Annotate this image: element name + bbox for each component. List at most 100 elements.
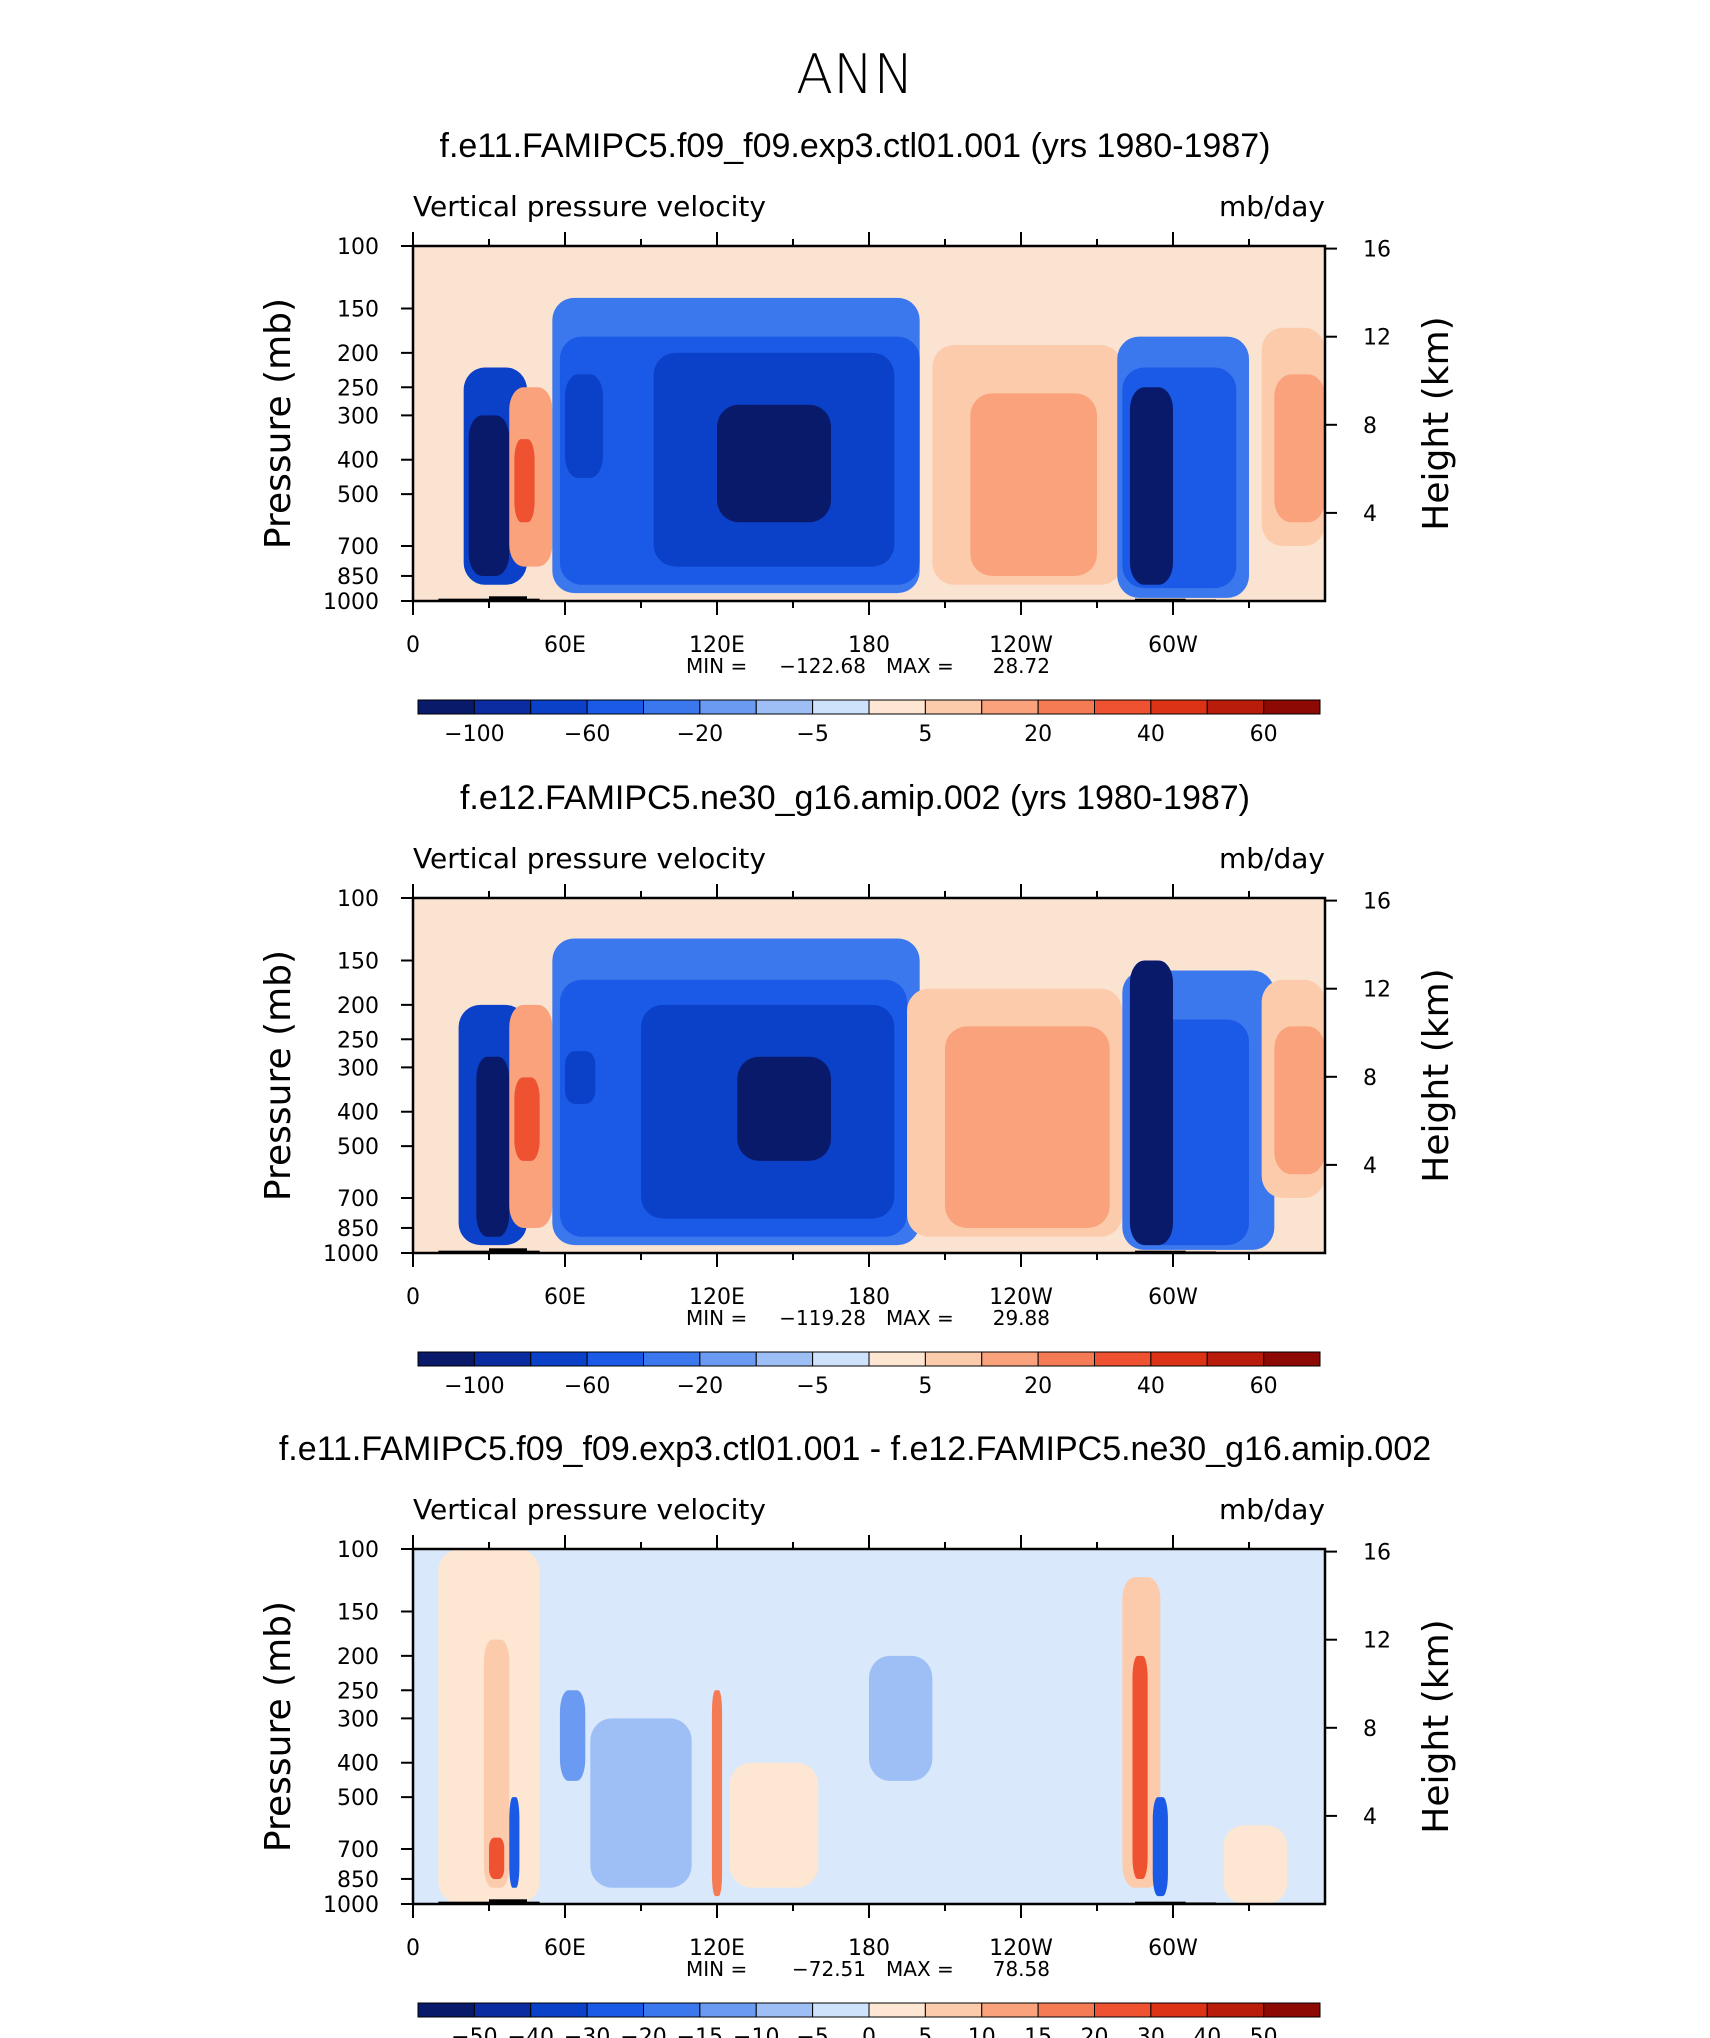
y-tick-label: 300 [337, 1707, 379, 1732]
contour-region [590, 1718, 692, 1888]
x-tick-label: 60W [1148, 633, 1198, 658]
colorbar-label: 30 [1137, 2025, 1165, 2038]
variable-name: Vertical pressure velocity [413, 842, 766, 875]
min-value: −119.28 [779, 1306, 866, 1330]
x-tick-label: 120W [989, 1285, 1053, 1310]
contour-region [1274, 1026, 1325, 1175]
y-tick-label: 150 [337, 298, 379, 323]
colorbar-label: 5 [918, 2025, 932, 2038]
variable-name: Vertical pressure velocity [413, 1493, 766, 1526]
colorbar-box [473, 1351, 532, 1367]
y2-tick-label: 8 [1363, 1066, 1377, 1091]
x-tick-label: 120W [989, 1936, 1053, 1961]
colorbar-box [1094, 2002, 1152, 2018]
units-label: mb/day [1219, 190, 1325, 223]
colorbar-box [1150, 699, 1208, 715]
variable-name: Vertical pressure velocity [413, 190, 766, 223]
contour-region [737, 1056, 831, 1161]
contour-region [1129, 387, 1173, 585]
y-tick-label: 300 [337, 404, 379, 429]
y2-axis-label: Height (km) [1416, 316, 1457, 530]
colorbar-box [1037, 699, 1095, 715]
min-label: MIN = [686, 1957, 747, 1981]
colorbar-box [1206, 1351, 1265, 1367]
max-label: MAX = [886, 654, 954, 678]
colorbar-box [924, 2002, 983, 2018]
y-tick-label: 500 [337, 483, 379, 508]
min-label: MIN = [686, 654, 747, 678]
y-tick-label: 1000 [323, 590, 379, 615]
colorbar-label: 20 [1024, 1374, 1052, 1399]
contour-region [945, 1026, 1110, 1228]
y2-tick-label: 4 [1363, 1154, 1377, 1179]
colorbar-label: −40 [508, 2025, 554, 2038]
panel-title: f.e11.FAMIPC5.f09_f09.exp3.ctl01.001 - f… [279, 1430, 1431, 1468]
contour-region [565, 1051, 596, 1104]
y-tick-label: 100 [337, 1538, 379, 1563]
contour-region [1152, 1797, 1168, 1897]
colorbar-label: 60 [1250, 1374, 1278, 1399]
x-tick-label: 0 [406, 633, 420, 658]
contour-region [489, 1837, 505, 1879]
colorbar-box [1150, 2002, 1208, 2018]
x-tick-label: 60E [544, 633, 586, 658]
contour-region [711, 1690, 723, 1897]
colorbar-label: −5 [796, 2025, 828, 2038]
contour-region [468, 415, 510, 576]
colorbar-box [1037, 1351, 1095, 1367]
x-tick-label: 180 [848, 633, 890, 658]
colorbar-label: −5 [796, 1374, 828, 1399]
colorbar-label: −15 [677, 2025, 723, 2038]
contour-region [476, 1056, 510, 1237]
plot-area [413, 1549, 1325, 1904]
terrain [489, 596, 527, 601]
y2-tick-label: 12 [1363, 978, 1391, 1003]
panel-3: f.e11.FAMIPC5.f09_f09.exp3.ctl01.001 - f… [258, 1430, 1457, 2038]
colorbar-label: −20 [677, 1374, 723, 1399]
colorbar-label: 5 [918, 1374, 932, 1399]
y2-tick-label: 12 [1363, 326, 1391, 351]
max-label: MAX = [886, 1306, 954, 1330]
y2-tick-label: 16 [1363, 238, 1391, 263]
colorbar-box [699, 699, 757, 715]
y-tick-label: 850 [337, 1868, 379, 1893]
min-value: −72.51 [792, 1957, 866, 1981]
x-tick-label: 120E [689, 1285, 745, 1310]
panel-title: f.e12.FAMIPC5.ne30_g16.amip.002 (yrs 198… [460, 779, 1250, 817]
colorbar-label: 20 [1024, 722, 1052, 747]
y-tick-label: 250 [337, 1028, 379, 1053]
max-value: 78.58 [993, 1957, 1050, 1981]
colorbar-label: 60 [1250, 722, 1278, 747]
y-tick-label: 250 [337, 376, 379, 401]
colorbar-box [755, 699, 814, 715]
y-tick-label: 700 [337, 535, 379, 560]
x-tick-label: 180 [848, 1285, 890, 1310]
colorbar-label: 10 [968, 2025, 996, 2038]
colorbar-box [868, 699, 926, 715]
y-tick-label: 500 [337, 1135, 379, 1160]
y2-axis-label: Height (km) [1416, 968, 1457, 1182]
colorbar-box [530, 699, 588, 715]
colorbar-box [981, 2002, 1039, 2018]
colorbar-label: 40 [1137, 1374, 1165, 1399]
colorbar-box [924, 699, 983, 715]
colorbar-label: −10 [733, 2025, 779, 2038]
colorbar-label: −20 [620, 2025, 666, 2038]
colorbar-box [981, 1351, 1039, 1367]
colorbar-box [417, 2002, 475, 2018]
y-tick-label: 850 [337, 1217, 379, 1242]
colorbar-box [643, 1351, 701, 1367]
y2-tick-label: 16 [1363, 890, 1391, 915]
x-tick-label: 0 [406, 1285, 420, 1310]
colorbar-box [699, 2002, 757, 2018]
colorbar-label: 20 [1081, 2025, 1109, 2038]
contour-region [1223, 1825, 1287, 1904]
colorbar-label: −50 [451, 2025, 497, 2038]
contour-region [869, 1655, 933, 1781]
y-axis-label: Pressure (mb) [258, 1601, 299, 1852]
colorbar-label: −60 [564, 1374, 610, 1399]
colorbar-box [1094, 699, 1152, 715]
panel-1: f.e11.FAMIPC5.f09_f09.exp3.ctl01.001 (yr… [258, 127, 1457, 747]
colorbar-label: 50 [1250, 2025, 1278, 2038]
colorbar-box [1263, 2002, 1321, 2018]
